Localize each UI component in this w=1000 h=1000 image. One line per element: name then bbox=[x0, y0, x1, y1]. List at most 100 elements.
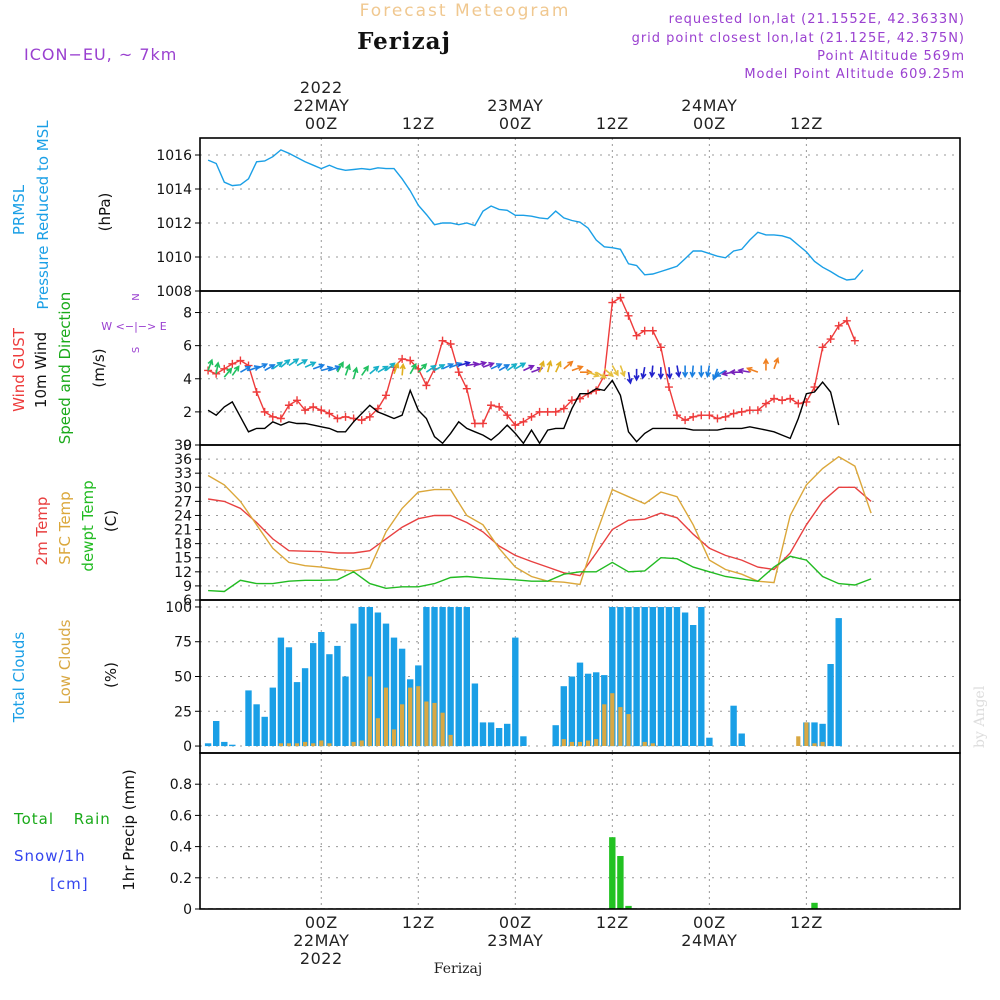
total-clouds-bar bbox=[690, 625, 697, 746]
y-tick-label: 12 bbox=[174, 565, 192, 581]
gust-marker bbox=[713, 414, 722, 423]
wind-direction-arrow bbox=[393, 361, 400, 375]
low-clouds-bar bbox=[400, 704, 405, 746]
total-clouds-bar bbox=[423, 607, 430, 747]
wind-direction-arrow bbox=[698, 365, 705, 379]
wind-direction-arrow bbox=[280, 359, 291, 368]
low-clouds-bar bbox=[408, 687, 413, 746]
wind-direction-arrow bbox=[657, 367, 664, 380]
wind-direction-arrow bbox=[399, 362, 406, 376]
y-tick-label: 0.8 bbox=[170, 777, 192, 793]
low-clouds-bar bbox=[383, 687, 389, 746]
dewpt-temp-line bbox=[208, 555, 872, 593]
wind-direction-arrow bbox=[377, 365, 389, 373]
gust-marker bbox=[543, 407, 552, 416]
total-clouds-bar bbox=[512, 637, 519, 747]
total-clouds-bar bbox=[681, 612, 689, 746]
total-clouds-bar bbox=[487, 722, 495, 746]
total-clouds-bar bbox=[520, 736, 527, 746]
dewpt-temp-label: dewpt Temp bbox=[79, 480, 97, 571]
snow-label: Snow/1h bbox=[14, 847, 86, 865]
wind-direction-arrow bbox=[626, 372, 633, 385]
panel-frame-precipitation bbox=[199, 752, 961, 910]
bottom-time-tick-label: 2022 bbox=[300, 949, 343, 968]
total-clouds-bar bbox=[609, 607, 616, 747]
gust-marker bbox=[761, 399, 770, 408]
low-clouds-bar bbox=[561, 739, 566, 747]
top-time-tick-label: 12Z bbox=[402, 114, 435, 133]
wind-direction-arrow bbox=[240, 365, 252, 373]
total-clouds-bar bbox=[576, 662, 584, 747]
gust-marker bbox=[381, 391, 390, 400]
gust-marker bbox=[503, 411, 512, 420]
wind-direction-arrow bbox=[705, 365, 712, 378]
total-clouds-bar bbox=[245, 690, 252, 746]
gust-marker bbox=[333, 414, 342, 423]
low-clouds-bar bbox=[286, 743, 291, 747]
wind-direction-arrow bbox=[256, 363, 269, 370]
gust-marker bbox=[365, 412, 374, 421]
wind-direction-arrow bbox=[450, 361, 463, 368]
gust-marker bbox=[398, 354, 407, 363]
gust-marker bbox=[470, 419, 479, 428]
wind-direction-arrow bbox=[248, 365, 261, 372]
gust-marker bbox=[252, 388, 261, 397]
gust-marker bbox=[737, 407, 746, 416]
gust-marker bbox=[357, 416, 366, 425]
wind-direction-arrow bbox=[649, 365, 656, 379]
y-tick-label: 0.6 bbox=[170, 808, 192, 824]
wind-direction-arrow bbox=[611, 365, 619, 377]
location-title: Ferizaj bbox=[357, 28, 451, 55]
total-clouds-bar bbox=[390, 637, 398, 747]
total-clouds-bar bbox=[439, 607, 446, 747]
gust-marker bbox=[454, 368, 463, 377]
total-clouds-bar bbox=[334, 645, 341, 746]
low-clouds-bar bbox=[642, 741, 647, 747]
precip-unit-label: 1hr Precip (mm) bbox=[120, 769, 138, 890]
gust-marker bbox=[495, 402, 504, 411]
wind-direction-arrow bbox=[498, 364, 511, 372]
total-clouds-bar bbox=[504, 723, 511, 747]
gust-marker bbox=[648, 326, 657, 335]
total-clouds-bar bbox=[285, 647, 293, 747]
total-clouds-bar bbox=[358, 607, 365, 747]
gust-marker bbox=[527, 412, 536, 421]
low-clouds-bar bbox=[416, 686, 421, 746]
clouds-panel-labels: Total Clouds Low Clouds (%) bbox=[10, 619, 120, 723]
gust-marker bbox=[446, 339, 455, 348]
total-clouds-label: Total Clouds bbox=[10, 632, 28, 724]
total-clouds-bar bbox=[633, 607, 640, 747]
low-clouds-bar bbox=[448, 734, 453, 746]
low-clouds-bar bbox=[610, 693, 615, 747]
total-clouds-bar bbox=[479, 722, 487, 746]
gust-marker bbox=[608, 298, 617, 307]
wind-direction-arrow bbox=[523, 364, 535, 372]
total-rain-bar bbox=[617, 856, 624, 909]
total-clouds-bar bbox=[738, 733, 745, 746]
low-clouds-bar bbox=[303, 741, 308, 747]
temp-unit-label: (C) bbox=[102, 510, 120, 532]
low-clouds-bar bbox=[820, 741, 825, 747]
low-clouds-bar bbox=[650, 743, 655, 747]
wind-direction-arrow bbox=[595, 371, 608, 379]
gust-marker bbox=[301, 406, 310, 415]
gust-marker bbox=[317, 406, 326, 415]
total-clouds-bar bbox=[811, 722, 818, 746]
y-tick-label: 0.4 bbox=[170, 840, 192, 856]
wind-direction-arrow bbox=[640, 367, 647, 380]
gust-marker bbox=[519, 417, 528, 426]
model-label: ICON−EU, ~ 7km bbox=[24, 45, 177, 64]
total-clouds-bar bbox=[657, 607, 665, 747]
bottom-time-tick-label: 12Z bbox=[790, 913, 823, 932]
y-tick-label: 18 bbox=[174, 537, 192, 553]
y-tick-label: 6 bbox=[183, 593, 192, 609]
gust-marker bbox=[268, 412, 277, 421]
gust-marker bbox=[753, 406, 762, 415]
low-clouds-bar bbox=[440, 712, 445, 747]
top-time-tick-label: 24MAY bbox=[681, 96, 737, 115]
2m-temp-line bbox=[207, 486, 872, 577]
total-clouds-bar bbox=[641, 607, 648, 747]
gust-marker bbox=[293, 396, 302, 405]
low-clouds-bar bbox=[319, 740, 324, 747]
